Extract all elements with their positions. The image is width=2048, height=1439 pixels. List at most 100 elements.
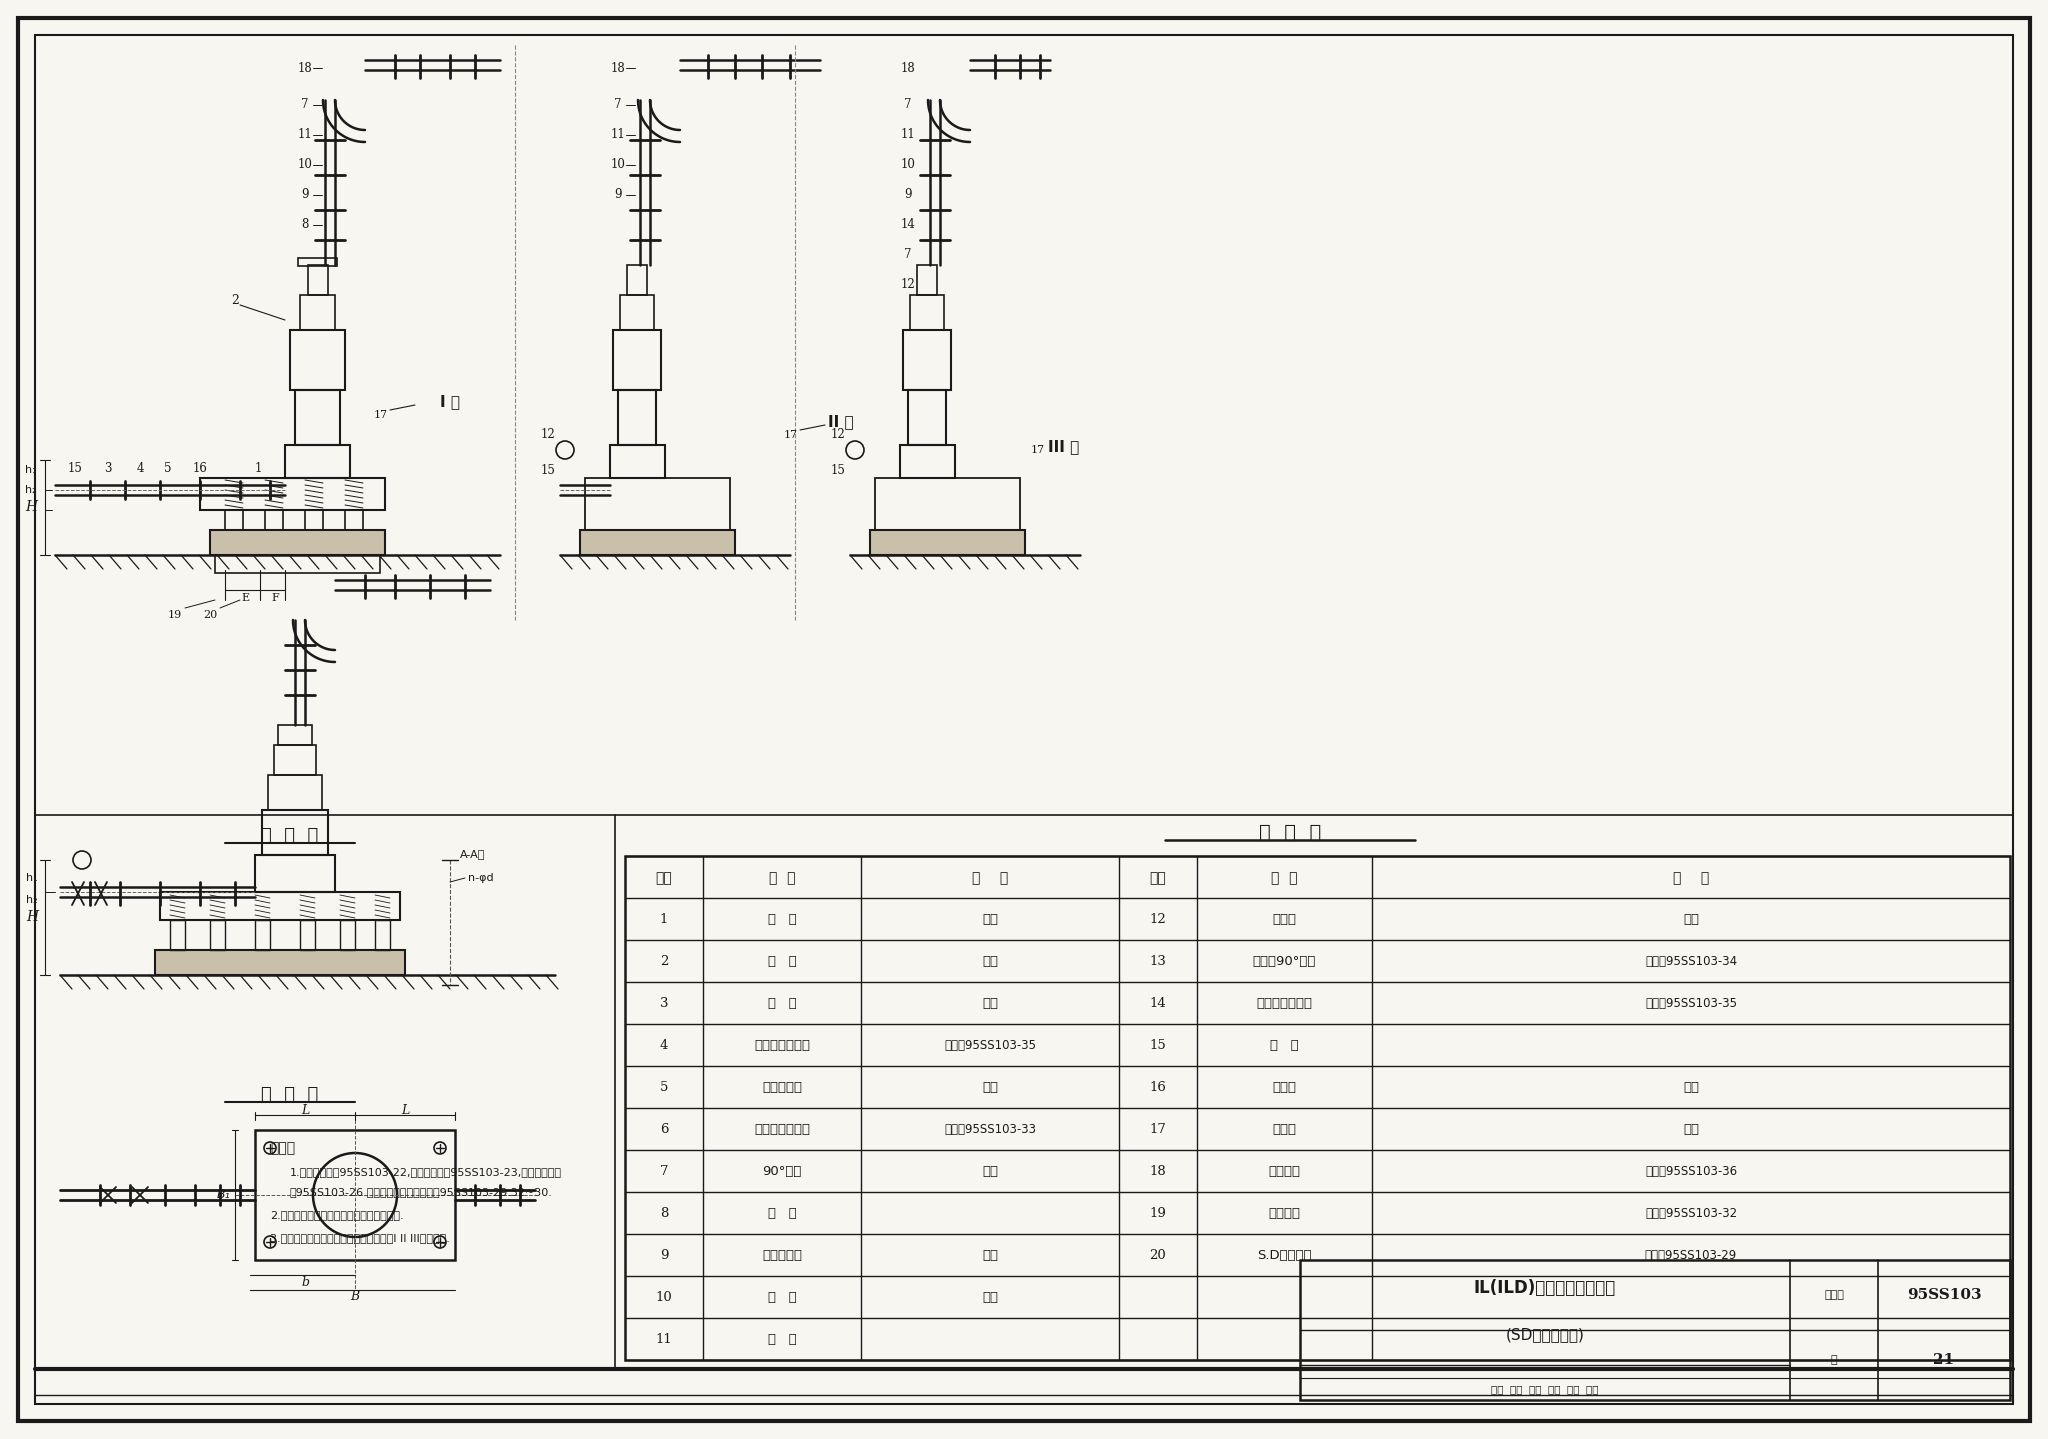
Bar (299, 295, 336, 330)
Text: 4: 4 (659, 1039, 668, 1052)
Text: 11: 11 (610, 128, 625, 141)
Text: F: F (270, 593, 279, 603)
Text: H: H (27, 909, 39, 924)
Text: 1.安装尺寸详见95SS103-22,设备材料详见95SS103-23,安装大样详见: 1.安装尺寸详见95SS103-22,设备材料详见95SS103-23,安装大样… (291, 1167, 561, 1177)
Bar (586, 478, 729, 530)
Text: 6: 6 (659, 1124, 668, 1137)
Text: 详见图95SS103-35: 详见图95SS103-35 (1645, 997, 1737, 1010)
Text: 图集号: 图集号 (1825, 1289, 1843, 1299)
Text: h₂: h₂ (27, 895, 39, 905)
Text: 14: 14 (901, 219, 915, 232)
Text: 5: 5 (164, 462, 172, 475)
Text: 阀   门: 阀 门 (768, 997, 797, 1010)
Text: b: b (301, 1275, 309, 1288)
Text: 14: 14 (1149, 997, 1167, 1010)
Text: 拖   架: 拖 架 (1270, 1039, 1298, 1052)
Text: 1: 1 (254, 462, 262, 475)
Text: 3.立水泵配件和配管安装形式由设计人在I II III型中选择.: 3.立水泵配件和配管安装形式由设计人在I II III型中选择. (270, 1233, 451, 1243)
Text: IL(ILD)型立式水泵安装图: IL(ILD)型立式水泵安装图 (1475, 1279, 1616, 1297)
Bar (340, 920, 354, 950)
Text: 名  称: 名 称 (1272, 871, 1298, 885)
Text: S.D型隔振座: S.D型隔振座 (1257, 1249, 1313, 1262)
Text: 名  称: 名 称 (768, 871, 795, 885)
Bar (264, 509, 283, 530)
Bar (295, 390, 340, 445)
Text: 19: 19 (168, 610, 182, 620)
Text: 说    明: 说 明 (1673, 871, 1710, 885)
Text: 审图  校对  制图  说明  出处  页次: 审图 校对 制图 说明 出处 页次 (1491, 1384, 1599, 1394)
Text: 成品: 成品 (981, 1249, 997, 1262)
Text: 11: 11 (655, 1334, 672, 1347)
Bar (580, 530, 735, 555)
Text: 水   泵: 水 泵 (768, 914, 797, 927)
Text: 13: 13 (1149, 955, 1167, 968)
Text: 可屈伸橡皮接头: 可屈伸橡皮接头 (1257, 997, 1313, 1010)
Text: 成品: 成品 (1683, 1124, 1700, 1137)
Text: 7: 7 (905, 249, 911, 262)
Text: 电   机: 电 机 (768, 955, 797, 968)
Text: 可屈伸90°弯头: 可屈伸90°弯头 (1253, 955, 1317, 968)
Text: 橡皮异径管: 橡皮异径管 (762, 1081, 803, 1094)
Text: 消声止回阀: 消声止回阀 (762, 1249, 803, 1262)
Text: A-A切: A-A切 (461, 849, 485, 859)
Text: 17: 17 (1149, 1124, 1167, 1137)
Text: 8: 8 (659, 1207, 668, 1220)
Text: E: E (242, 593, 250, 603)
Bar (225, 509, 244, 530)
Text: 压力表: 压力表 (1272, 1124, 1296, 1137)
Text: 17: 17 (784, 430, 799, 440)
Text: 详见图95SS103-32: 详见图95SS103-32 (1645, 1207, 1737, 1220)
Bar (299, 258, 338, 266)
Text: 立  面  图: 立 面 图 (262, 827, 319, 845)
Bar (909, 295, 944, 330)
Text: 18: 18 (610, 62, 625, 75)
Bar (610, 445, 666, 478)
Bar (262, 810, 328, 855)
Text: 2.水泵进水管当定制形式由设计人自行确定.: 2.水泵进水管当定制形式由设计人自行确定. (270, 1210, 403, 1220)
Text: 详见图95SS103-35: 详见图95SS103-35 (944, 1039, 1036, 1052)
Text: H: H (25, 499, 37, 514)
Text: h₂: h₂ (25, 485, 37, 495)
Text: 18: 18 (297, 62, 313, 75)
Bar (618, 390, 655, 445)
Bar (160, 892, 399, 920)
Text: 说    明: 说 明 (973, 871, 1008, 885)
Text: (SD型隔振接头): (SD型隔振接头) (1505, 1328, 1585, 1343)
Text: 9: 9 (659, 1249, 668, 1262)
Bar (627, 265, 647, 295)
Text: 10: 10 (610, 158, 625, 171)
Bar (211, 530, 385, 555)
Text: 详见图95SS103-34: 详见图95SS103-34 (1645, 955, 1737, 968)
Text: 异径管: 异径管 (1272, 914, 1296, 927)
Bar (170, 920, 184, 950)
Text: 3: 3 (659, 997, 668, 1010)
Text: 15: 15 (541, 463, 555, 476)
Text: 成品: 成品 (981, 997, 997, 1010)
Text: 编号: 编号 (655, 871, 672, 885)
Text: B₁: B₁ (217, 1189, 229, 1202)
Text: B: B (350, 1291, 360, 1304)
Text: 9: 9 (905, 189, 911, 201)
Text: 成品: 成品 (981, 1291, 997, 1304)
Text: 19: 19 (1149, 1207, 1167, 1220)
Bar (211, 920, 225, 950)
Bar (344, 509, 362, 530)
Text: 10: 10 (297, 158, 313, 171)
Text: L: L (401, 1104, 410, 1117)
Text: 图95SS103-26.隔振元件和钉型详细详见95SS103-29.32~30.: 图95SS103-26.隔振元件和钉型详细详见95SS103-29.32~30. (291, 1187, 553, 1197)
Text: 12: 12 (901, 279, 915, 292)
Text: 11: 11 (297, 128, 313, 141)
Text: 8: 8 (301, 219, 309, 232)
Text: 95SS103: 95SS103 (1907, 1288, 1980, 1302)
Text: I 型: I 型 (440, 394, 461, 410)
Text: n-φd: n-φd (469, 873, 494, 884)
Text: 7: 7 (301, 98, 309, 111)
Text: 20: 20 (203, 610, 217, 620)
Text: 钙制: 钙制 (1683, 914, 1700, 927)
Text: 说明：: 说明： (270, 1141, 295, 1156)
Text: 5: 5 (659, 1081, 668, 1094)
Text: 12: 12 (831, 429, 846, 442)
Bar (201, 478, 385, 509)
Text: 15: 15 (68, 462, 82, 475)
Bar (299, 920, 315, 950)
